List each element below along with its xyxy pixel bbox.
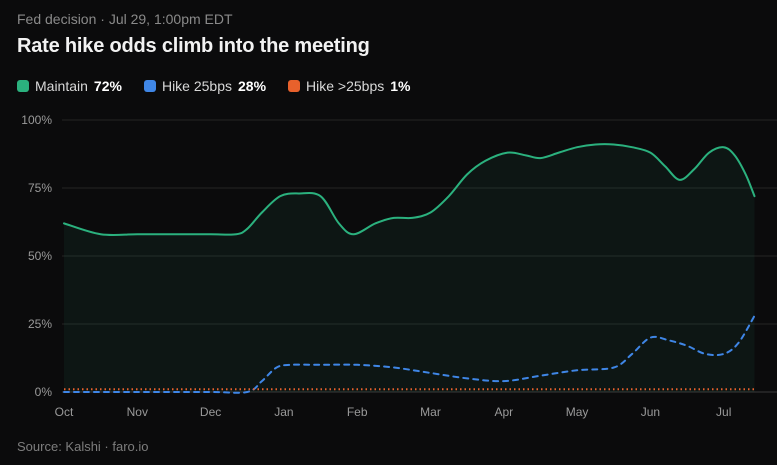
x-tick-label: Jun bbox=[641, 405, 660, 419]
source-note: Source: Kalshi · faro.io bbox=[17, 439, 149, 454]
maintain-swatch-icon bbox=[17, 80, 29, 92]
legend: Maintain 72% Hike 25bps 28% Hike >25bps … bbox=[17, 78, 432, 94]
x-tick-label: Dec bbox=[200, 405, 221, 419]
legend-label-hike-over-25bps: Hike >25bps bbox=[306, 78, 385, 94]
chart-eyebrow: Fed decision · Jul 29, 1:00pm EDT bbox=[17, 11, 233, 27]
y-tick-label: 100% bbox=[21, 113, 52, 127]
legend-label-maintain: Maintain bbox=[35, 78, 88, 94]
legend-value-hike-25bps: 28% bbox=[238, 78, 267, 94]
hike-over-25bps-swatch-icon bbox=[288, 80, 301, 92]
legend-value-maintain: 72% bbox=[93, 78, 122, 94]
legend-item-hike-25bps[interactable]: Hike 25bps 28% bbox=[143, 78, 267, 94]
y-tick-label: 50% bbox=[28, 249, 52, 263]
x-tick-label: Jul bbox=[716, 405, 731, 419]
x-tick-label: Jan bbox=[274, 405, 293, 419]
x-tick-label: Apr bbox=[494, 405, 513, 419]
x-tick-label: May bbox=[566, 405, 589, 419]
x-tick-label: Oct bbox=[55, 405, 74, 419]
legend-label-hike-25bps: Hike 25bps bbox=[161, 78, 232, 94]
series-line-maintain bbox=[63, 143, 756, 237]
legend-item-maintain[interactable]: Maintain 72% bbox=[17, 78, 122, 94]
x-tick-label: Mar bbox=[420, 405, 441, 419]
x-tick-label: Feb bbox=[347, 405, 368, 419]
legend-value-hike-over-25bps: 1% bbox=[390, 78, 411, 94]
chart-title: Rate hike odds climb into the meeting bbox=[17, 35, 370, 57]
y-tick-label: 25% bbox=[28, 317, 52, 331]
y-tick-label: 0% bbox=[35, 385, 53, 399]
series-area-maintain bbox=[64, 144, 755, 392]
hike-25bps-swatch-icon bbox=[143, 80, 156, 92]
legend-item-hike-over-25bps[interactable]: Hike >25bps 1% bbox=[288, 78, 410, 94]
y-tick-label: 75% bbox=[28, 181, 52, 195]
x-tick-label: Nov bbox=[127, 405, 148, 419]
